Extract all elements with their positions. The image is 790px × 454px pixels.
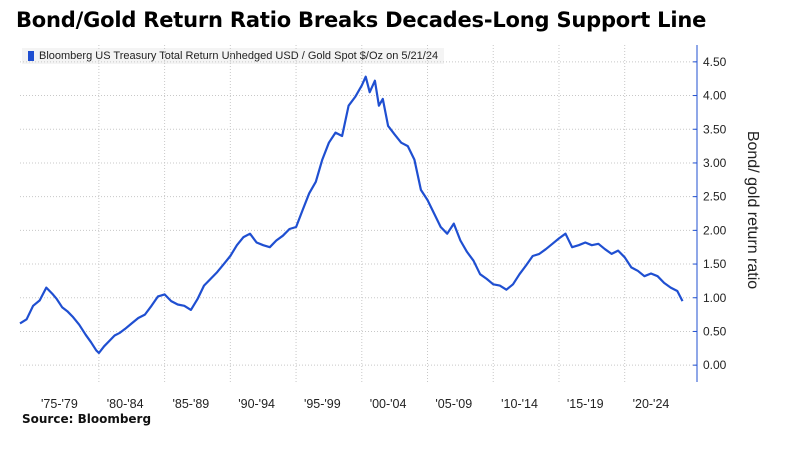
x-tick-label: '20-'24 [633, 397, 670, 411]
source-note: Source: Bloomberg [22, 412, 152, 426]
y-tick-label: 1.50 [703, 257, 727, 271]
y-tick-label: 3.50 [703, 122, 727, 136]
x-tick-label: '75-'79 [41, 397, 78, 411]
y-tick-label: 0.50 [703, 324, 727, 338]
legend-label: Bloomberg US Treasury Total Return Unhed… [39, 50, 439, 62]
x-tick-label: '95-'99 [304, 397, 341, 411]
legend-swatch [28, 51, 34, 61]
y-axis-label: Bond/ gold return ratio [744, 130, 761, 290]
x-tick-label: '85-'89 [173, 397, 210, 411]
y-tick-label: 3.00 [703, 156, 727, 170]
x-tick-label: '80-'84 [107, 397, 144, 411]
legend: Bloomberg US Treasury Total Return Unhed… [22, 48, 445, 64]
x-tick-label: '10-'14 [501, 397, 538, 411]
x-tick-label: '90-'94 [238, 397, 275, 411]
x-tick-label: '00-'04 [370, 397, 407, 411]
y-tick-label: 4.50 [703, 55, 727, 69]
y-tick-label: 2.00 [703, 223, 727, 237]
y-tick-label: 0.00 [703, 358, 727, 372]
y-tick-label: 1.00 [703, 291, 727, 305]
x-tick-label: '05-'09 [435, 397, 472, 411]
chart-title: Bond/Gold Return Ratio Breaks Decades-Lo… [16, 8, 707, 32]
x-tick-label: '15-'19 [567, 397, 604, 411]
y-tick-label: 4.00 [703, 89, 727, 103]
y-tick-label: 2.50 [703, 190, 727, 204]
series-line [19, 75, 684, 355]
